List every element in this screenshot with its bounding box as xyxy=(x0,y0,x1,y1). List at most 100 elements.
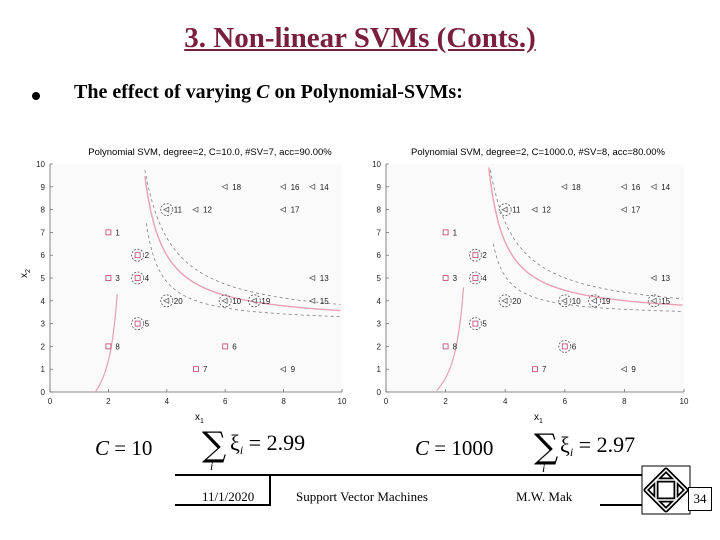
class1-marker xyxy=(561,343,568,350)
right-sum-formula: ∑ i ξi = 2.97 xyxy=(534,427,635,474)
svg-text:i: i xyxy=(210,459,213,472)
y-tick-label: 5 xyxy=(41,274,46,283)
point-label: 15 xyxy=(661,297,670,306)
footer-author: M.W. Mak xyxy=(516,489,573,504)
y-tick-label: 9 xyxy=(41,183,46,192)
left-plot-title: Polynomial SVM, degree=2, C=10.0, #SV=7,… xyxy=(88,147,332,158)
svg-text:∑: ∑ xyxy=(534,427,558,467)
svg-text:ξi = 2.99: ξi = 2.99 xyxy=(230,430,305,457)
class2-marker xyxy=(192,206,199,213)
support-vector-ring xyxy=(160,294,174,308)
support-vector-ring xyxy=(218,294,232,308)
right-plot-xlabel: x1 xyxy=(534,412,543,425)
x-tick-label: 2 xyxy=(106,397,111,406)
margin-inner xyxy=(492,243,683,312)
class1-marker xyxy=(105,275,112,281)
left-sum-formula: ∑ i ξi = 2.99 xyxy=(202,425,305,472)
y-tick-label: 0 xyxy=(41,388,46,397)
class1-marker xyxy=(222,343,229,350)
class2-marker xyxy=(501,297,508,304)
x-tick-label: 6 xyxy=(223,397,228,406)
point-label: 9 xyxy=(291,365,296,374)
y-tick-label: 1 xyxy=(377,365,382,374)
y-tick-label: 3 xyxy=(377,320,382,329)
point-label: 4 xyxy=(482,274,487,283)
svg-text:ξi = 2.97: ξi = 2.97 xyxy=(560,432,635,459)
class2-marker xyxy=(650,183,657,190)
y-tick-label: 7 xyxy=(41,228,46,237)
class2-marker xyxy=(650,274,657,282)
point-label: 8 xyxy=(453,342,458,351)
class1-marker xyxy=(105,229,112,236)
y-tick-label: 6 xyxy=(41,251,46,260)
support-vector-ring xyxy=(469,248,482,262)
support-vector-ring xyxy=(131,317,144,331)
class1-marker xyxy=(442,275,449,281)
x-tick-label: 10 xyxy=(680,397,689,406)
class1-marker xyxy=(134,320,141,327)
point-label: 3 xyxy=(115,274,120,283)
point-label: 7 xyxy=(542,365,547,374)
y-tick-label: 6 xyxy=(377,251,382,260)
right-c-label: C = 1000 xyxy=(415,436,494,460)
class2-marker xyxy=(279,183,286,190)
point-label: 11 xyxy=(174,206,183,215)
support-vector-ring xyxy=(647,294,661,308)
class2-marker xyxy=(250,297,257,304)
class1-marker xyxy=(442,343,449,350)
point-label: 17 xyxy=(631,206,640,215)
y-tick-label: 7 xyxy=(377,228,382,237)
y-tick-label: 5 xyxy=(377,274,382,283)
y-tick-label: 2 xyxy=(377,342,382,351)
y-tick-label: 4 xyxy=(377,297,382,306)
decision-boundary xyxy=(144,176,341,312)
point-label: 13 xyxy=(320,274,329,283)
class1-marker xyxy=(532,366,538,373)
plot-area xyxy=(50,164,342,392)
point-label: 3 xyxy=(453,274,458,283)
point-label: 15 xyxy=(320,297,329,306)
point-label: 6 xyxy=(572,342,577,351)
point-label: 7 xyxy=(203,365,208,374)
support-vector-ring xyxy=(160,203,174,216)
support-vector-ring xyxy=(469,317,482,331)
point-label: 10 xyxy=(572,297,581,306)
support-vector-ring xyxy=(469,271,482,285)
svg-text:∑: ∑ xyxy=(202,425,226,465)
y-tick-label: 0 xyxy=(377,388,382,397)
class2-marker xyxy=(620,183,627,190)
y-tick-label: 10 xyxy=(372,160,381,169)
point-label: 16 xyxy=(291,183,300,192)
bullet-icon xyxy=(32,92,40,100)
point-label: 2 xyxy=(482,251,487,260)
x-tick-label: 0 xyxy=(48,397,53,406)
footer-date: 11/1/2020 xyxy=(202,489,255,504)
class2-marker xyxy=(162,297,170,304)
class2-marker xyxy=(560,297,568,304)
x-tick-label: 8 xyxy=(281,397,286,406)
margin-inner xyxy=(146,223,341,317)
point-label: 14 xyxy=(320,183,329,192)
class1-marker xyxy=(105,343,112,350)
support-vector-ring xyxy=(498,294,512,308)
left-plot-ylabel: x2 xyxy=(19,269,32,278)
point-label: 6 xyxy=(232,342,237,351)
point-label: 17 xyxy=(291,206,300,215)
y-tick-label: 10 xyxy=(36,160,45,169)
margin-outer xyxy=(144,169,341,305)
support-vector-ring xyxy=(131,271,144,285)
point-label: 8 xyxy=(115,342,120,351)
x-tick-label: 10 xyxy=(338,397,347,406)
support-vector-ring xyxy=(131,248,144,262)
class2-marker xyxy=(279,206,286,213)
footer-course: Support Vector Machines xyxy=(296,489,428,504)
y-tick-label: 8 xyxy=(41,206,46,215)
point-label: 1 xyxy=(453,228,458,237)
left-c-label: C = 10 xyxy=(95,436,153,460)
class1-marker xyxy=(193,366,199,373)
y-tick-label: 4 xyxy=(41,297,46,306)
x-tick-label: 4 xyxy=(503,397,508,406)
class2-marker xyxy=(221,183,228,190)
class2-marker xyxy=(620,206,627,213)
page-number: 34 xyxy=(688,487,712,511)
